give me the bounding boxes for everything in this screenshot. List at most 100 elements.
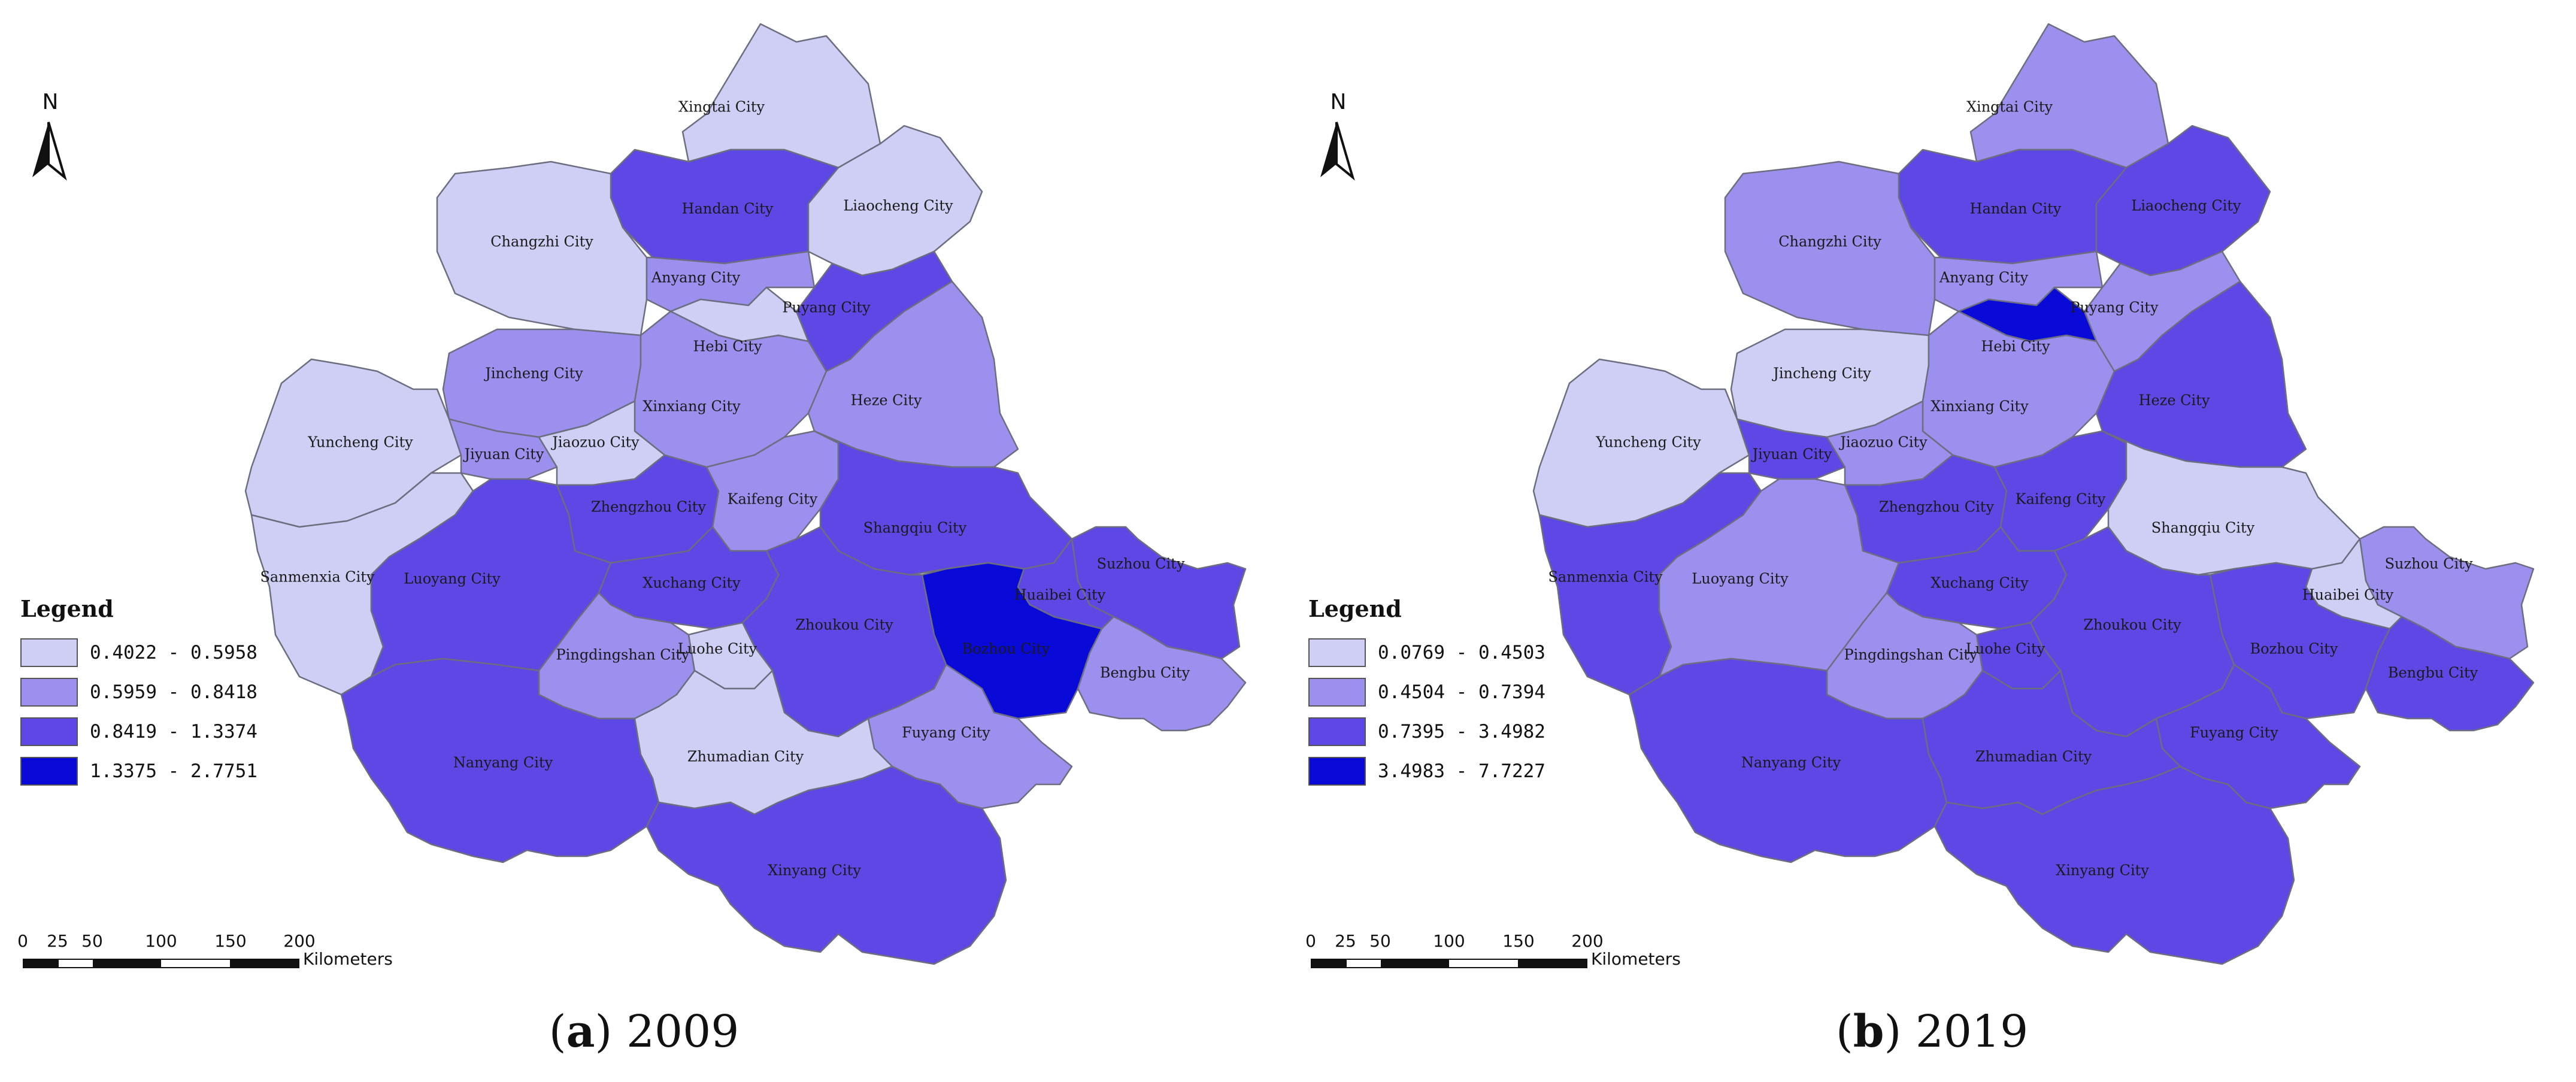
label-xingtai-city: Xingtai City [678, 99, 765, 116]
scale-tick-label: 100 [145, 931, 177, 951]
label-pingdingshan-city: Pingdingshan City [556, 647, 690, 663]
label-zhengzhou-city: Zhengzhou City [1879, 499, 1994, 516]
label-bengbu-city: Bengbu City [2388, 665, 2478, 681]
label-luoyang-city: Luoyang City [1692, 571, 1789, 587]
scale-tick-label: 0 [1305, 931, 1316, 951]
north-label: N [42, 90, 59, 114]
caption-year: 2019 [1915, 1006, 2029, 1057]
region-xinyang-city [645, 765, 1007, 965]
panel-caption: (b) 2019 [1835, 1006, 2029, 1057]
legend-title: Legend [1308, 595, 1402, 622]
label-heze-city: Heze City [2139, 392, 2210, 409]
label-puyang-city: Puyang City [782, 299, 871, 316]
north-arrow-icon [32, 122, 67, 181]
legend-item: 1.3375 - 2.7751 [20, 751, 320, 791]
scale-tick-label: 50 [1369, 931, 1391, 951]
label-bozhou-city: Bozhou City [962, 641, 1050, 657]
label-kaifeng-city: Kaifeng City [2016, 491, 2106, 508]
north-arrow-icon [1320, 122, 1355, 181]
legend-swatch [20, 678, 78, 707]
region-nanyang-city [340, 657, 660, 863]
label-jiyuan-city: Jiyuan City [1751, 446, 1832, 463]
label-shangqiu-city: Shangqiu City [863, 520, 967, 537]
label-huaibei-city: Huaibei City [2302, 587, 2394, 604]
legend-item: 0.4504 - 0.7394 [1308, 672, 1608, 712]
label-xinxiang-city: Xinxiang City [643, 398, 741, 415]
label-heze-city: Heze City [851, 392, 922, 409]
label-jincheng-city: Jincheng City [1771, 365, 1871, 382]
label-anyang-city: Anyang City [1939, 269, 2029, 286]
label-hebi-city: Hebi City [693, 338, 762, 355]
label-luohe-city: Luohe City [1966, 641, 2045, 657]
label-jiaozuo-city: Jiaozuo City [1838, 434, 1928, 451]
label-handan-city: Handan City [1970, 201, 2062, 217]
label-zhengzhou-city: Zhengzhou City [591, 499, 706, 516]
label-xuchang-city: Xuchang City [643, 575, 741, 592]
legend: Legend 0.4022 - 0.5958 0.5959 - 0.8418 0.84… [20, 595, 320, 791]
label-jincheng-city: Jincheng City [483, 365, 583, 382]
panel-caption: (a) 2009 [548, 1006, 740, 1057]
legend-item: 0.0769 - 0.4503 [1308, 633, 1608, 672]
legend-item: 0.5959 - 0.8418 [20, 672, 320, 712]
label-nanyang-city: Nanyang City [453, 754, 553, 771]
north-label: N [1330, 90, 1347, 114]
label-sanmenxia-city: Sanmenxia City [260, 569, 374, 586]
label-zhoukou-city: Zhoukou City [2083, 617, 2181, 634]
legend-label: 0.7395 - 3.4982 [1378, 721, 1545, 742]
scale-tick-label: 0 [17, 931, 28, 951]
map-panel-2019: Xingtai City Handan City Liaocheng City Cha… [1288, 0, 2576, 1082]
legend-label: 0.0769 - 0.4503 [1378, 642, 1545, 663]
label-xinyang-city: Xinyang City [2056, 862, 2149, 879]
label-shangqiu-city: Shangqiu City [2151, 520, 2255, 537]
label-handan-city: Handan City [682, 201, 774, 217]
scale-bar-segments [23, 959, 299, 968]
scale-tick-label: 150 [1502, 931, 1535, 951]
legend-swatch [20, 757, 78, 786]
legend-swatch [1308, 638, 1366, 667]
scale-bar: 0 25 50 100 150 200 Kilometers [1305, 931, 1682, 979]
label-zhumadian-city: Zhumadian City [1975, 748, 2092, 765]
legend-swatch [20, 717, 78, 746]
scale-bar-segments [1311, 959, 1587, 968]
legend-label: 0.8419 - 1.3374 [90, 721, 257, 742]
legend-item: 3.4983 - 7.7227 [1308, 751, 1608, 791]
region-bengbu-city [2365, 616, 2535, 732]
legend-label: 3.4983 - 7.7227 [1378, 760, 1545, 782]
label-changzhi-city: Changzhi City [1778, 234, 1881, 250]
label-liaocheng-city: Liaocheng City [2131, 198, 2241, 214]
region-xingtai-city [681, 23, 881, 169]
label-suzhou-city: Suzhou City [2385, 556, 2473, 572]
scale-unit-label: Kilometers [303, 949, 393, 969]
label-suzhou-city: Suzhou City [1097, 556, 1185, 572]
label-yuncheng-city: Yuncheng City [1595, 434, 1701, 451]
region-nanyang-city [1628, 657, 1948, 863]
caption-letter: a [566, 1006, 595, 1057]
label-bengbu-city: Bengbu City [1100, 665, 1190, 681]
scale-unit-label: Kilometers [1591, 949, 1681, 969]
label-fuyang-city: Fuyang City [2190, 725, 2278, 741]
legend-item: 0.4022 - 0.5958 [20, 633, 320, 672]
label-jiaozuo-city: Jiaozuo City [550, 434, 640, 451]
scale-tick-label: 25 [1335, 931, 1356, 951]
region-layer [244, 23, 1247, 965]
region-layer [1532, 23, 2535, 965]
label-xinxiang-city: Xinxiang City [1931, 398, 2029, 415]
label-changzhi-city: Changzhi City [490, 234, 593, 250]
scale-tick-label: 150 [214, 931, 247, 951]
caption-letter: b [1853, 1006, 1884, 1057]
legend-label: 0.4504 - 0.7394 [1378, 681, 1545, 703]
legend-item: 0.7395 - 3.4982 [1308, 712, 1608, 751]
label-liaocheng-city: Liaocheng City [843, 198, 953, 214]
legend-swatch [1308, 757, 1366, 786]
label-yuncheng-city: Yuncheng City [307, 434, 413, 451]
caption-year: 2009 [626, 1006, 740, 1057]
label-huaibei-city: Huaibei City [1014, 587, 1106, 604]
scale-tick-label: 200 [1571, 931, 1604, 951]
label-nanyang-city: Nanyang City [1741, 754, 1841, 771]
label-layer: Xingtai City Handan City Liaocheng City Cha… [1548, 99, 2478, 879]
scale-bar: 0 25 50 100 150 200 Kilometers [17, 931, 394, 979]
label-fuyang-city: Fuyang City [902, 725, 990, 741]
scale-tick-label: 50 [81, 931, 103, 951]
label-jiyuan-city: Jiyuan City [463, 446, 544, 463]
legend-swatch [20, 638, 78, 667]
